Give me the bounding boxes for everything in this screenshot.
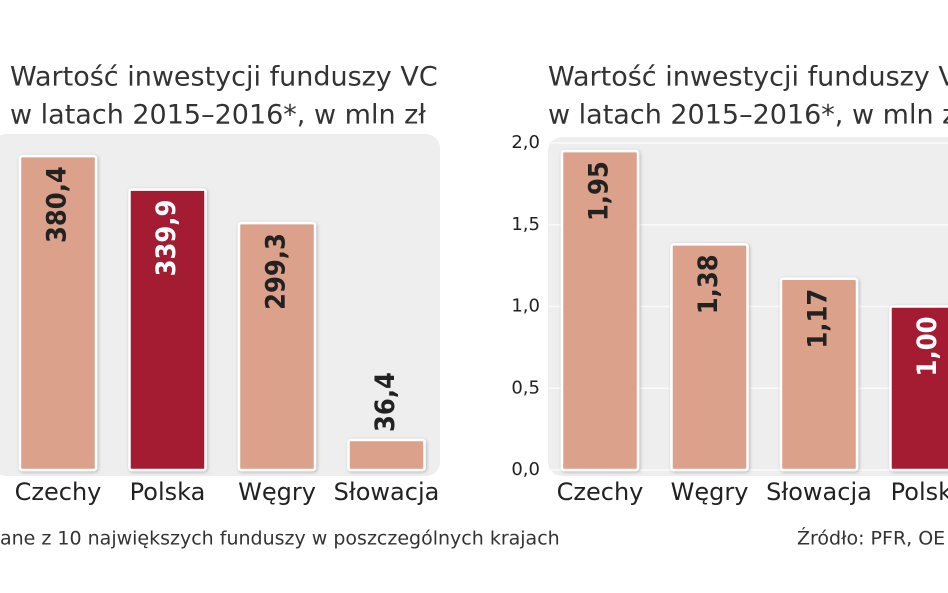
footnote: ane z 10 największych funduszy w poszcze… (0, 528, 560, 550)
y-tick-label: 0,0 (511, 459, 540, 480)
x-tick-label: Węgry (238, 478, 316, 506)
x-tick-label: Polska (130, 478, 206, 506)
value-label: 299,3 (261, 233, 292, 310)
value-label: 1,38 (693, 254, 724, 314)
plot-area (0, 134, 440, 476)
x-tick-label: Czechy (15, 478, 102, 506)
chart-title: Wartość inwestycji funduszy VC (10, 62, 438, 93)
bar (670, 243, 749, 472)
bar (889, 305, 948, 472)
x-tick-label: Czechy (557, 478, 644, 506)
chart-title: w latach 2015–2016*, w mln zł (10, 100, 426, 131)
value-label: 1,00 (912, 317, 943, 377)
y-tick-label: 2,0 (511, 132, 540, 153)
bar (560, 149, 640, 472)
bar (128, 188, 207, 472)
value-label: 339,9 (151, 200, 182, 277)
chart-title: Wartość inwestycji funduszy VC (548, 62, 948, 93)
value-label: 1,95 (584, 161, 615, 221)
value-label: 1,17 (803, 289, 834, 349)
value-label: 36,4 (370, 372, 401, 432)
x-tick-label: Polska (891, 478, 948, 506)
bar (779, 277, 859, 472)
bar (237, 221, 317, 472)
x-tick-label: Słowacja (766, 478, 872, 506)
value-label: 380,4 (42, 166, 73, 243)
y-tick-label: 1,5 (511, 214, 540, 235)
chart-title: w latach 2015–2016*, w mln zł (548, 100, 948, 131)
bar (18, 154, 98, 472)
x-tick-label: Węgry (671, 478, 749, 506)
bar (347, 438, 426, 472)
y-tick-label: 0,5 (511, 377, 540, 398)
y-tick-label: 1,0 (511, 296, 540, 317)
x-tick-label: Słowacja (334, 478, 440, 506)
source: Źródło: PFR, OE (797, 527, 945, 550)
